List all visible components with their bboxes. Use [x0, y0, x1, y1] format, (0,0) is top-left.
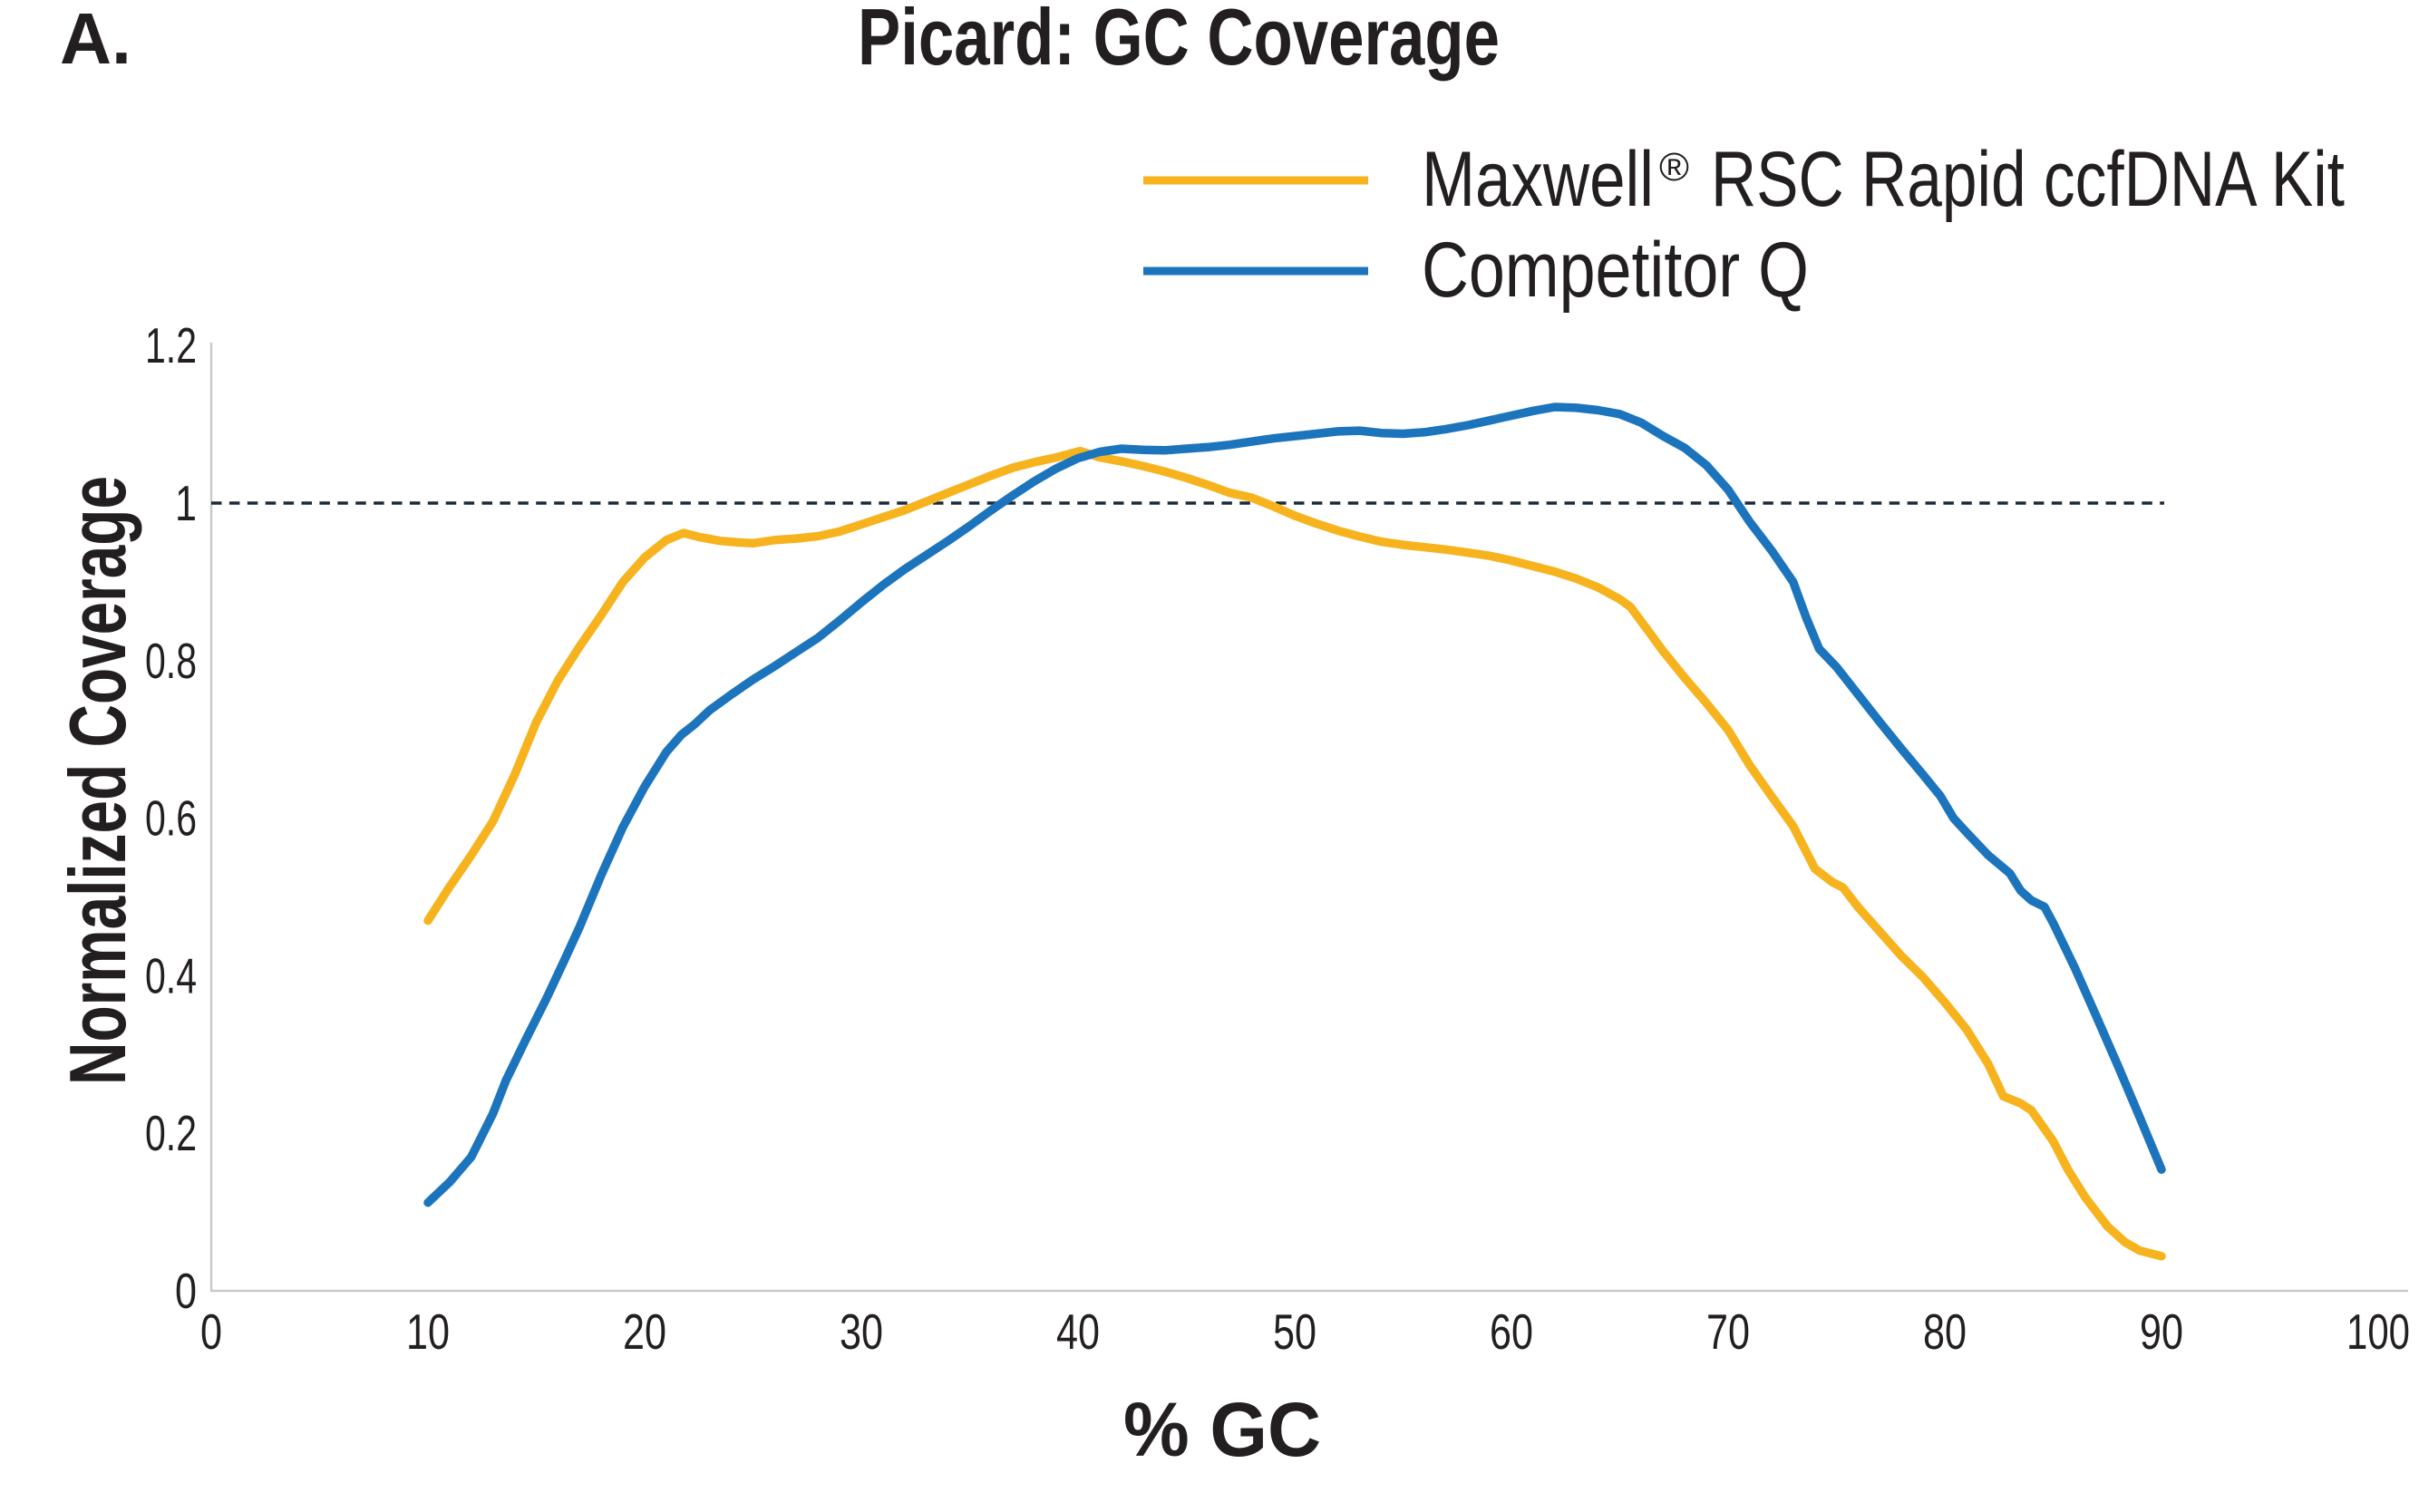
- svg-text:20: 20: [623, 1304, 666, 1360]
- svg-text:Normalized Coverage: Normalized Coverage: [53, 476, 142, 1085]
- svg-text:0: 0: [200, 1304, 222, 1360]
- svg-text:1.2: 1.2: [145, 317, 197, 373]
- svg-text:90: 90: [2140, 1304, 2183, 1360]
- svg-text:0.8: 0.8: [145, 633, 197, 689]
- svg-text:A.: A.: [60, 0, 131, 79]
- svg-text:Competitor Q: Competitor Q: [1422, 227, 1809, 314]
- svg-text:30: 30: [840, 1304, 883, 1360]
- svg-text:% GC: % GC: [1123, 1387, 1321, 1472]
- svg-text:RSC Rapid ccfDNA Kit: RSC Rapid ccfDNA Kit: [1711, 136, 2345, 223]
- svg-text:80: 80: [1923, 1304, 1967, 1360]
- svg-text:Maxwell: Maxwell: [1422, 136, 1654, 223]
- svg-text:40: 40: [1056, 1304, 1100, 1360]
- svg-text:70: 70: [1706, 1304, 1750, 1360]
- svg-text:100: 100: [2346, 1304, 2410, 1360]
- svg-text:0.6: 0.6: [145, 790, 197, 847]
- svg-text:0: 0: [175, 1263, 197, 1319]
- svg-text:®: ®: [1659, 145, 1689, 189]
- svg-text:0.4: 0.4: [145, 947, 197, 1003]
- svg-text:Picard: GC Coverage: Picard: GC Coverage: [858, 0, 1500, 82]
- svg-text:1: 1: [175, 475, 197, 531]
- svg-text:0.2: 0.2: [145, 1105, 197, 1161]
- svg-text:10: 10: [406, 1304, 450, 1360]
- svg-text:50: 50: [1273, 1304, 1316, 1360]
- svg-text:60: 60: [1490, 1304, 1533, 1360]
